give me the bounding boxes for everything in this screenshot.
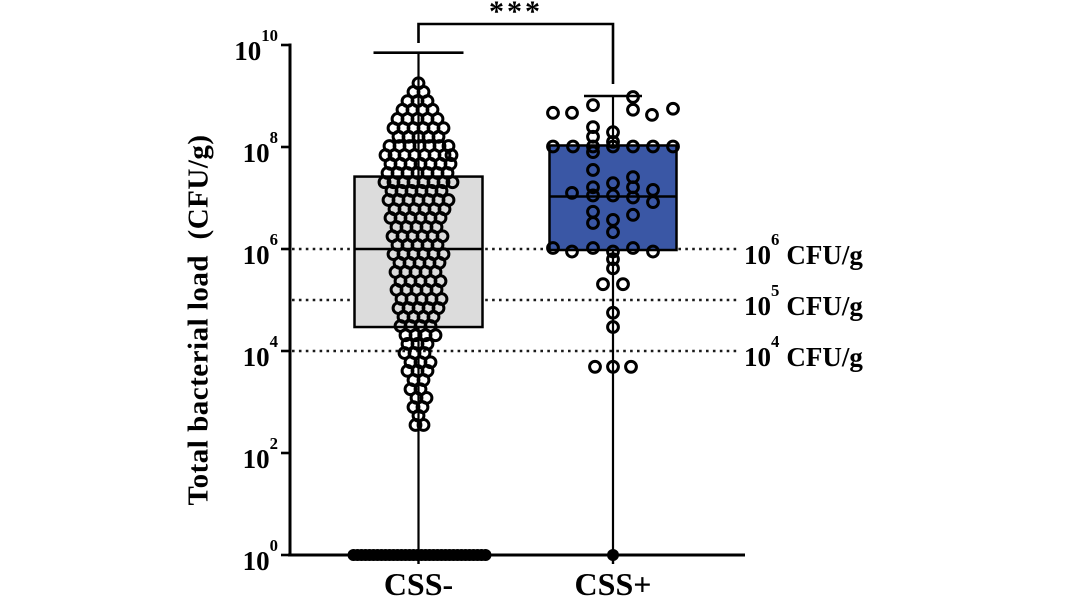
reference-label-1e5: 105CFU/g: [744, 280, 863, 321]
data-point-CSS+: [626, 190, 640, 205]
exponent: 6: [771, 229, 780, 249]
data-point-CSS+: [565, 105, 579, 120]
exponent: 8: [269, 127, 278, 147]
reference-label-1e4: 104CFU/g: [744, 331, 863, 372]
data-point-CSS-: [444, 148, 459, 163]
y-tick-label-1e10: 1010: [234, 25, 278, 66]
data-point-CSS+: [606, 320, 620, 334]
y-axis-title: Total bacterial load (CFU/g): [182, 134, 215, 506]
data-point-CSS+: [606, 225, 620, 240]
reference-label-1e6: 106CFU/g: [744, 229, 863, 270]
exponent: 0: [269, 535, 278, 555]
data-point-CSS+: [565, 186, 579, 200]
y-tick-label-1e8: 108: [242, 127, 278, 168]
data-point-CSS+: [626, 139, 640, 154]
exponent: 2: [269, 433, 278, 453]
data-point-CSS+: [586, 180, 600, 195]
data-point-CSS+: [666, 139, 680, 154]
data-point-CSS+: [588, 359, 602, 374]
data-point-CSS+: [586, 163, 600, 177]
data-point-CSS+: [606, 135, 620, 149]
data-point-CSS-: [445, 175, 460, 190]
data-point-CSS+: [565, 244, 579, 259]
data-point-CSS+: [546, 139, 560, 154]
data-point-CSS+: [586, 188, 600, 203]
data-point-CSS+: [626, 207, 640, 222]
exponent: 4: [771, 331, 780, 351]
x-category-label-CSS+: CSS+: [574, 566, 652, 601]
data-point-CSS+: [606, 305, 620, 320]
y-tick-label-1e4: 104: [242, 331, 278, 372]
data-point-CSS+: [626, 90, 640, 104]
data-point-CSS+: [566, 139, 580, 154]
data-point-CSS+: [666, 101, 680, 116]
data-point-CSS-: [436, 175, 451, 190]
data-point-CSS+: [646, 244, 660, 259]
data-point-CSS+: [606, 261, 620, 276]
data-point-CSS-: [416, 418, 431, 432]
data-point-CSS+: [606, 188, 620, 203]
data-point-CSS+: [586, 216, 600, 230]
data-point-CSS+: [606, 244, 620, 259]
data-point-CSS+: [626, 102, 640, 117]
data-point-CSS+: [646, 139, 660, 154]
significance-stars: ***: [489, 0, 543, 28]
data-point-CSS+: [616, 277, 630, 292]
data-point-CSS+: [646, 195, 660, 209]
data-point-CSS+: [624, 359, 638, 374]
exponent: 5: [771, 280, 780, 300]
data-point-CSS-: [428, 328, 443, 343]
x-category-label-CSS-: CSS-: [383, 566, 454, 601]
data-point-CSS+: [626, 241, 640, 255]
data-point-CSS+: [596, 277, 610, 292]
data-point-CSS+: [546, 105, 560, 120]
exponent: 4: [269, 331, 278, 351]
data-point-CSS-: [408, 418, 423, 432]
data-point-CSS+: [606, 139, 620, 154]
data-point-CSS+: [546, 241, 560, 255]
data-point-CSS+: [606, 252, 620, 267]
y-tick-label-1e0: 100: [242, 535, 278, 576]
data-point-CSS+: [586, 98, 600, 113]
data-point-CSS+: [606, 359, 620, 374]
data-point-CSS-: [431, 129, 446, 144]
data-point-CSS+: [586, 145, 600, 160]
data-point-CSS-: [377, 175, 392, 190]
data-point-CSS+: [645, 107, 659, 122]
data-point-CSS+: [586, 241, 600, 255]
significance-bracket: [417, 22, 615, 84]
exponent: 6: [269, 229, 278, 249]
data-point-CSS+: [586, 139, 600, 154]
exponent: 10: [261, 25, 278, 45]
y-tick-label-1e6: 106: [242, 229, 278, 270]
y-tick-label-1e2: 102: [242, 433, 278, 474]
